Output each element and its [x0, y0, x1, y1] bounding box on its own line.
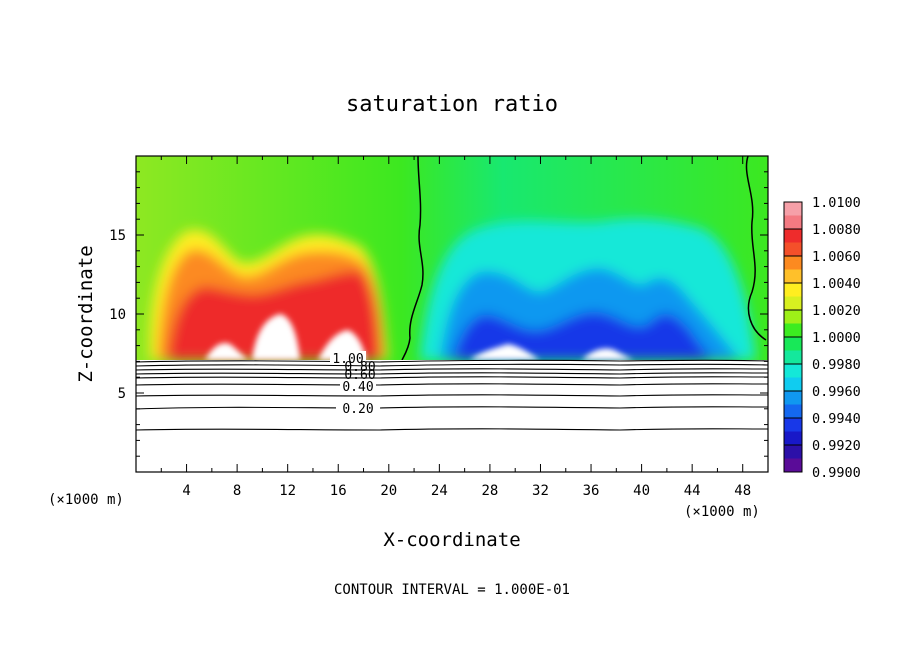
colorbar-swatch-14: [784, 391, 802, 405]
x-tick-label-0: 4: [182, 483, 190, 499]
colorbar-swatch-10: [784, 337, 802, 351]
y-tick-label-2: 15: [109, 228, 126, 244]
colorbar-swatch-5: [784, 269, 802, 284]
y-tick-label-1: 10: [109, 307, 126, 323]
y-tick-label-0: 5: [118, 386, 126, 402]
colorbar-swatch-19: [784, 458, 802, 473]
colorbar-swatch-3: [784, 242, 802, 257]
x-tick-label-3: 16: [330, 483, 347, 499]
colorbar-swatch-15: [784, 404, 802, 419]
x-tick-label-5: 24: [431, 483, 448, 499]
x-tick-label-4: 20: [380, 483, 397, 499]
colorbar-label-8: 0.9940: [812, 411, 861, 427]
x-unit-right: (×1000 m): [684, 504, 760, 520]
colorbar-label-9: 0.9920: [812, 438, 861, 454]
x-unit-left: (×1000 m): [48, 492, 124, 508]
colorbar-swatch-11: [784, 350, 802, 365]
colorbar-label-7: 0.9960: [812, 384, 861, 400]
contour-label-2: 0.80: [344, 360, 375, 375]
x-tick-label-8: 36: [583, 483, 600, 499]
x-tick-label-11: 48: [734, 483, 751, 499]
contour-lines: [135, 359, 769, 431]
x-axis-label: X-coordinate: [383, 529, 520, 551]
chart-title: saturation ratio: [346, 92, 558, 117]
x-tick-label-1: 8: [233, 483, 241, 499]
colorbar-label-4: 1.0020: [812, 303, 861, 319]
contour-label-4: 0.40: [342, 380, 373, 395]
colorbar-label-0: 1.0100: [812, 195, 861, 211]
y-axis-label: Z-coordinate: [75, 245, 97, 382]
colorbar-swatch-1: [784, 215, 802, 230]
saturation-field: [136, 156, 768, 360]
colorbar: 1.0100 1.0080 1.0060 1.0040 1.0020 1.0000 0.99…: [783, 195, 861, 481]
contour-label-5: 0.20: [342, 402, 373, 417]
x-axis: 4 8 12 16 20 24 28 32 36 40 44 48: [160, 156, 751, 499]
colorbar-swatch-12: [784, 364, 802, 378]
colorbar-swatch-18: [784, 445, 802, 459]
x-tick-label-6: 28: [481, 483, 498, 499]
contour-labels: 1.00 0.80 0.60 0.40 0.20: [330, 351, 380, 417]
y-axis: 5 10 15: [109, 171, 768, 457]
contour-label-1: 1.00: [332, 352, 363, 367]
colorbar-label-2: 1.0060: [812, 249, 861, 265]
colorbar-label-3: 1.0040: [812, 276, 861, 292]
colorbar-swatch-6: [784, 283, 802, 297]
colorbar-swatch-0: [784, 202, 802, 216]
colorbar-label-5: 1.0000: [812, 330, 861, 346]
colorbar-label-1: 1.0080: [812, 222, 861, 238]
colorbar-swatch-2: [784, 229, 802, 243]
contour-interval-note: CONTOUR INTERVAL = 1.000E-01: [334, 582, 570, 598]
colorbar-swatch-16: [784, 418, 802, 432]
colorbar-swatch-8: [784, 310, 802, 324]
x-tick-label-7: 32: [532, 483, 549, 499]
colorbar-swatch-7: [784, 296, 802, 311]
colorbar-label-6: 0.9980: [812, 357, 861, 373]
contour-label-3: 0.60: [344, 368, 375, 383]
colorbar-swatch-9: [784, 323, 802, 338]
colorbar-label-10: 0.9900: [812, 465, 861, 481]
x-tick-label-2: 12: [279, 483, 296, 499]
colorbar-swatch-13: [784, 377, 802, 392]
x-tick-label-10: 44: [684, 483, 701, 499]
colorbar-swatch-4: [784, 256, 802, 270]
x-tick-label-9: 40: [633, 483, 650, 499]
colorbar-swatch-17: [784, 431, 802, 446]
